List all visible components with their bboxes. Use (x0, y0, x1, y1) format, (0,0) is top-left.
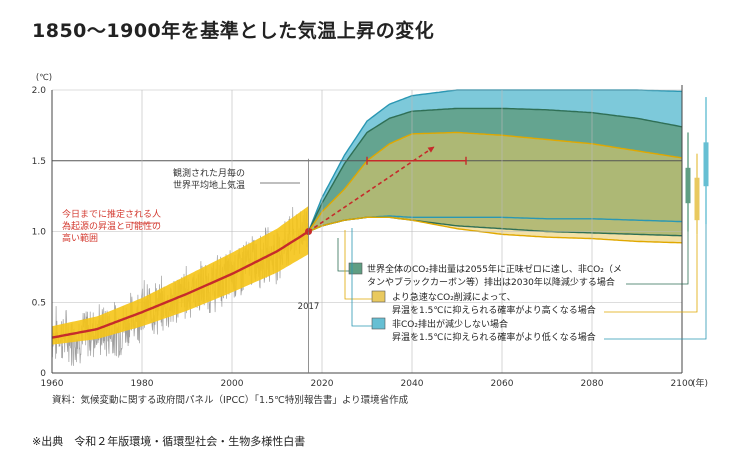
human-label-line-2: 為起源の昇温と可能性の (62, 220, 161, 232)
legend-swatch-green (348, 262, 363, 275)
x-axis-unit: (年) (692, 377, 708, 389)
legend-swatch-blue (371, 317, 386, 330)
y-tick-label-1.5: 1.5 (32, 157, 46, 167)
x-tick-label-2060: 2060 (491, 379, 514, 389)
annotations: 2017 観測された月毎の世界平均地上気温今日までに推定される人為起源の昇温と可能… (62, 145, 467, 373)
legend-leader-blue (351, 228, 372, 327)
legend-text-blue-2: 昇温を1.5℃に抑えられる確率がより低くなる場合 (392, 331, 596, 343)
net-zero-band-upper-edge (307, 107, 683, 232)
chart-title: 1850〜1900年を基準とした気温上昇の変化 (32, 20, 435, 42)
y-tick-label-1.0: 1.0 (32, 228, 47, 238)
projection-bands (307, 89, 683, 244)
x-tick-label-1960: 1960 (41, 379, 64, 389)
legend-text-blue-1: 非CO₂排出が減少しない場合 (392, 318, 508, 330)
observed-label-line-2: 世界平均地上気温 (173, 179, 245, 191)
footer-note: ※出典 令和２年版環境・循環型社会・生物多様性白書 (32, 435, 306, 448)
human-label-line-1: 今日までに推定される人 (62, 208, 161, 220)
human-induced-central-line (51, 230, 310, 339)
projection-arrow-head (427, 146, 435, 153)
x-tick-label-2080: 2080 (581, 379, 604, 389)
legend-text-green-1: 世界全体のCO₂排出量は2055年に正味ゼロに達し、非CO₂（メ (367, 263, 622, 275)
side-leader-blue (604, 224, 707, 340)
x-tick-label-2100: 2100 (671, 379, 694, 389)
y-axis-unit: (℃) (36, 73, 52, 83)
side-range-box-yellow (694, 177, 700, 221)
legend: 世界全体のCO₂排出量は2055年に正味ゼロに達し、非CO₂（メタンやブラックカ… (337, 224, 707, 343)
y-tick-label-0.5: 0.5 (32, 298, 46, 308)
legend-leader-green (337, 238, 349, 272)
axes: 1960 1980 2000 2020 2040 2060 2080 2100(年) 0 0.5 1… (32, 73, 708, 389)
rapid-reduction-band-lower-edge (308, 216, 683, 244)
rapid-reduction-band-upper-edge (307, 131, 683, 232)
side-range-bars (685, 97, 709, 235)
legend-leader-yellow (344, 230, 372, 300)
side-range-box-blue (703, 142, 709, 187)
side-leader-green (626, 231, 689, 285)
observed-label-line-1: 観測された月毎の (173, 167, 245, 179)
legend-swatch-yellow (371, 290, 386, 303)
source-note: 資料：気候変動に関する政府間パネル（IPCC）「1.5℃特別報告書」より環境省作… (52, 395, 409, 406)
marker-2017-label: 2017 (298, 302, 320, 312)
side-leader-yellow (604, 234, 698, 313)
legend-text-green-2: タンやブラックカーボン等）排出は2030年以降減少する場合 (367, 276, 615, 288)
x-tick-label-2020: 2020 (311, 379, 334, 389)
x-tick-label-2040: 2040 (401, 379, 424, 389)
human-label-line-3: 高い範囲 (62, 232, 98, 244)
x-tick-label-1980: 1980 (131, 379, 154, 389)
y-tick-label-2.0: 2.0 (32, 86, 47, 96)
x-tick-label-2000: 2000 (221, 379, 244, 389)
human-induced-range-band (52, 206, 309, 345)
legend-text-yellow-2: 昇温を1.5℃に抑えられる確率がより高くなる場合 (392, 304, 596, 316)
y-tick-label-0: 0 (40, 369, 46, 379)
side-range-box-green (685, 167, 691, 204)
legend-text-yellow-1: より急速なCO₂削減によって、 (392, 291, 516, 303)
